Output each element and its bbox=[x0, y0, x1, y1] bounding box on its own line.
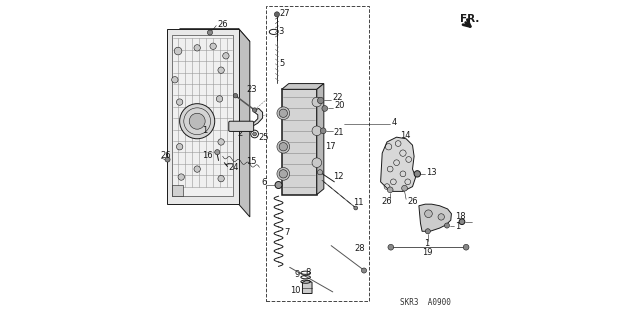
Circle shape bbox=[459, 219, 465, 225]
Circle shape bbox=[223, 53, 229, 59]
Text: 6: 6 bbox=[261, 178, 266, 187]
Text: 8: 8 bbox=[306, 268, 311, 277]
Circle shape bbox=[438, 214, 444, 220]
Circle shape bbox=[463, 244, 469, 250]
Text: 1: 1 bbox=[424, 239, 429, 248]
Circle shape bbox=[362, 268, 367, 273]
Circle shape bbox=[180, 104, 215, 139]
Polygon shape bbox=[180, 29, 250, 41]
Circle shape bbox=[178, 174, 184, 180]
Polygon shape bbox=[303, 281, 312, 293]
Text: 25: 25 bbox=[259, 133, 269, 142]
Circle shape bbox=[174, 47, 182, 55]
Text: 4: 4 bbox=[391, 118, 396, 127]
Circle shape bbox=[177, 99, 183, 105]
Polygon shape bbox=[282, 84, 324, 89]
Circle shape bbox=[317, 97, 324, 104]
Text: SKR3  A0900: SKR3 A0900 bbox=[400, 298, 451, 307]
Circle shape bbox=[194, 166, 200, 172]
Text: 27: 27 bbox=[280, 9, 290, 18]
Text: 12: 12 bbox=[333, 172, 344, 181]
Text: 20: 20 bbox=[334, 101, 345, 110]
Text: 26: 26 bbox=[381, 197, 392, 206]
Circle shape bbox=[207, 30, 212, 35]
Text: 1: 1 bbox=[454, 222, 460, 231]
Circle shape bbox=[279, 143, 287, 151]
Circle shape bbox=[402, 185, 408, 191]
Text: 19: 19 bbox=[422, 248, 433, 256]
Text: 7: 7 bbox=[284, 228, 290, 237]
Circle shape bbox=[215, 150, 220, 155]
Polygon shape bbox=[239, 29, 250, 217]
Circle shape bbox=[177, 144, 183, 150]
Circle shape bbox=[322, 106, 328, 111]
Polygon shape bbox=[167, 29, 239, 204]
Circle shape bbox=[210, 43, 216, 49]
Text: 23: 23 bbox=[246, 85, 257, 94]
Circle shape bbox=[218, 175, 224, 182]
Circle shape bbox=[165, 157, 170, 162]
Polygon shape bbox=[381, 137, 416, 191]
Text: 13: 13 bbox=[426, 168, 437, 177]
Circle shape bbox=[414, 171, 420, 177]
Text: 26: 26 bbox=[218, 20, 228, 29]
Circle shape bbox=[277, 167, 290, 180]
Text: 22: 22 bbox=[332, 93, 342, 102]
Text: 11: 11 bbox=[353, 198, 364, 207]
Circle shape bbox=[194, 45, 200, 51]
Text: 1: 1 bbox=[202, 126, 208, 135]
Polygon shape bbox=[317, 84, 324, 195]
Circle shape bbox=[216, 96, 223, 102]
Circle shape bbox=[277, 140, 290, 153]
Text: 18: 18 bbox=[455, 212, 466, 221]
Circle shape bbox=[275, 12, 280, 17]
Text: 28: 28 bbox=[355, 244, 365, 253]
Circle shape bbox=[317, 170, 323, 175]
Circle shape bbox=[253, 132, 257, 136]
Text: 2: 2 bbox=[237, 130, 242, 138]
Circle shape bbox=[312, 97, 321, 107]
Circle shape bbox=[172, 77, 178, 83]
Polygon shape bbox=[172, 35, 233, 196]
Text: 16: 16 bbox=[202, 151, 212, 160]
Text: 5: 5 bbox=[280, 59, 285, 68]
Circle shape bbox=[218, 67, 224, 73]
Circle shape bbox=[312, 126, 321, 136]
Text: 26: 26 bbox=[161, 151, 171, 160]
Circle shape bbox=[387, 187, 393, 193]
Text: 24: 24 bbox=[228, 163, 239, 172]
Circle shape bbox=[233, 93, 237, 98]
Circle shape bbox=[388, 244, 394, 250]
Circle shape bbox=[279, 170, 287, 178]
Text: 21: 21 bbox=[333, 128, 344, 137]
Text: 17: 17 bbox=[324, 142, 335, 151]
Circle shape bbox=[320, 128, 326, 134]
Circle shape bbox=[275, 182, 282, 189]
Circle shape bbox=[354, 206, 358, 210]
Circle shape bbox=[424, 210, 432, 218]
Polygon shape bbox=[419, 204, 451, 231]
Circle shape bbox=[444, 223, 449, 228]
Circle shape bbox=[312, 158, 321, 167]
Circle shape bbox=[425, 229, 430, 234]
Circle shape bbox=[189, 113, 205, 129]
Circle shape bbox=[277, 107, 290, 120]
Text: 14: 14 bbox=[400, 131, 410, 140]
Text: 9: 9 bbox=[295, 270, 300, 279]
Text: 3: 3 bbox=[278, 27, 284, 36]
Polygon shape bbox=[252, 108, 262, 126]
Text: 26: 26 bbox=[408, 197, 419, 206]
Polygon shape bbox=[172, 185, 183, 196]
Text: FR.: FR. bbox=[460, 13, 480, 24]
Circle shape bbox=[218, 139, 224, 145]
Text: 10: 10 bbox=[290, 286, 300, 295]
Polygon shape bbox=[282, 89, 317, 195]
Text: 15: 15 bbox=[246, 157, 257, 166]
Circle shape bbox=[252, 108, 257, 112]
Circle shape bbox=[279, 109, 287, 117]
FancyBboxPatch shape bbox=[228, 121, 253, 131]
